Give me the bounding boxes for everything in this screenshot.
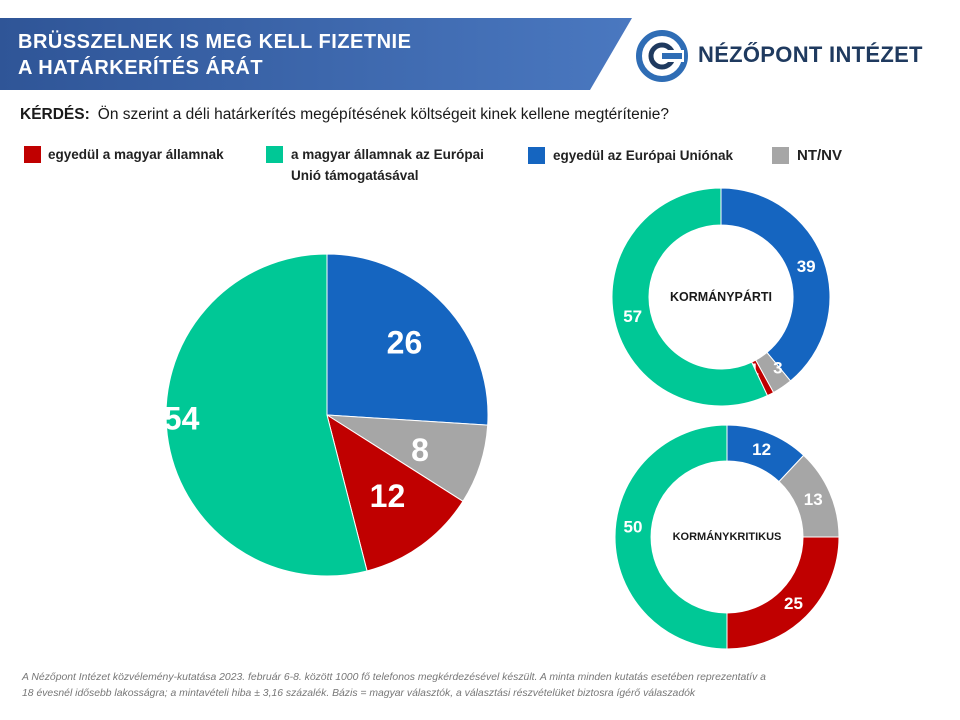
data-label-egyedul-a-magyar-allamnak: 25 [784,594,803,613]
donut-center-title: KORMÁNYKRITIKUS [673,530,782,543]
legend-label-eu: egyedül az Európai Uniónak [553,148,734,163]
data-label-egyedul-az-europai-unionak: 26 [387,324,423,360]
page-title-line2: A HATÁRKERÍTÉS ÁRÁT [18,57,264,79]
legend-label-hu-eu-line2: Unió támogatásával [291,168,419,183]
header-banner [0,18,632,90]
legend-swatch-ntnv [772,147,789,164]
footnote-line2: 18 évesnél idősebb lakosságra; a mintavé… [22,688,696,699]
legend-swatch-hu-state [24,146,41,163]
donut-center-title: KORMÁNYPÁRTI [670,289,772,304]
pie-slice-a-magyar-allamnak-az-europai-unio-tamogatasaval [165,253,368,577]
data-label-nt-nv: 13 [804,490,823,509]
logo-text: NÉZŐPONT INTÉZET [698,42,923,67]
data-label-nt-nv: 3 [773,358,782,377]
donut-slice-egyedul-az-europai-unionak [720,187,831,382]
pie-slice-egyedul-a-magyar-allamnak [326,413,464,572]
question: KÉRDÉS: Ön szerint a déli határkerítés me… [20,106,669,124]
pie-slice-egyedul-az-europai-unionak [326,253,489,426]
legend-swatch-eu [528,147,545,164]
donut-slice-egyedul-a-magyar-allamnak [726,536,840,650]
page-title-line1: BRÜSSZELNEK IS MEG KELL FIZETNIE [18,31,412,53]
data-label-a-magyar-allamnak-az-europai-unio-tamogatasaval: 50 [624,518,643,537]
donut-slice-a-magyar-allamnak-az-europai-unio-tamogatasaval [614,424,728,650]
legend-label-hu-state: egyedül a magyar államnak [48,147,224,162]
footnote: A Nézőpont Intézet közvélemény-kutatása … [22,670,947,702]
data-label-a-magyar-allamnak-az-europai-unio-tamogatasaval: 54 [164,400,200,436]
question-text: Ön szerint a déli határkerítés megépítés… [97,106,669,123]
data-label-nt-nv: 8 [411,432,429,468]
legend-label-hu-eu: a magyar államnak az Európai [291,147,484,162]
banner-shape [0,18,632,90]
data-label-a-magyar-allamnak-az-europai-unio-tamogatasaval: 57 [623,307,642,326]
nezopont-logo-icon [636,30,688,82]
data-label-egyedul-az-europai-unionak: 39 [797,257,816,276]
donut-slice-a-magyar-allamnak-az-europai-unio-tamogatasaval [611,187,769,407]
donut-chart-kormanykritikus: 12 13 25 50 KORMÁNYKRITIKUS [614,424,840,650]
footnote-line1: A Nézőpont Intézet közvélemény-kutatása … [22,672,766,683]
legend-swatch-hu-eu [266,146,283,163]
data-label-egyedul-az-europai-unionak: 12 [752,440,771,459]
legend-label-ntnv: NT/NV [797,147,842,164]
question-label: KÉRDÉS: [20,106,90,123]
data-label-egyedul-a-magyar-allamnak: 12 [370,478,406,514]
main-pie-chart: 26 812 54 [164,253,489,577]
donut-chart-kormanyparti: 393157KORMÁNYPÁRTI [611,187,831,407]
